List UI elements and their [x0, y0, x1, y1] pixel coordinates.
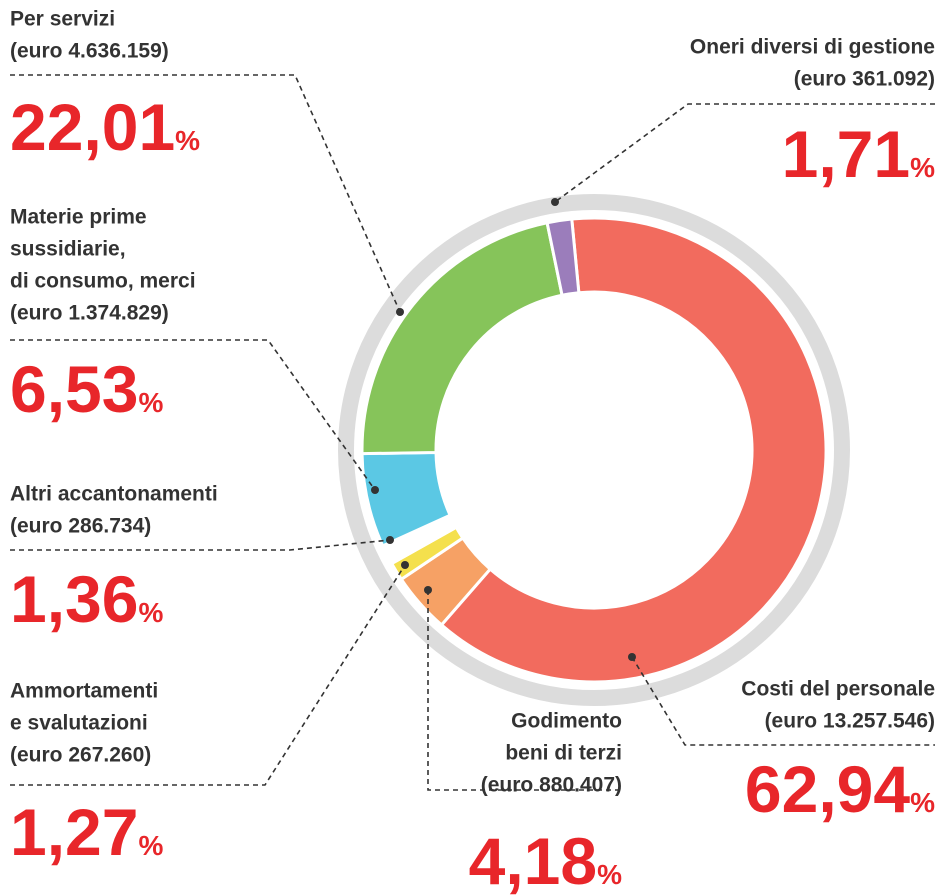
leader-dot — [401, 561, 409, 569]
percent-sign: % — [910, 152, 935, 183]
percent-sign: % — [910, 787, 935, 818]
category-label: beni di terzi — [505, 742, 622, 765]
leader-line — [631, 656, 935, 746]
amount-label: (euro 286.734) — [10, 515, 151, 538]
percent-value: 62,94 — [745, 752, 910, 826]
amount-label: (euro 361.092) — [794, 68, 935, 91]
donut-segment — [545, 217, 581, 298]
category-label: Ammortamenti — [10, 680, 158, 703]
leader-line — [427, 590, 622, 791]
amount-label: (euro 4.636.159) — [10, 40, 169, 63]
percent-sign: % — [175, 125, 200, 156]
percent-value: 4,18 — [469, 824, 597, 896]
percent-sign: % — [138, 387, 163, 418]
leader-line — [10, 539, 391, 551]
percent-label: 62,94% — [745, 752, 935, 826]
percent-sign: % — [597, 859, 622, 890]
category-label: sussidiarie, — [10, 238, 126, 261]
percent-value: 22,01 — [10, 90, 175, 164]
outer-ring — [338, 194, 850, 706]
leader-line — [554, 103, 935, 203]
percent-value: 1,71 — [782, 117, 910, 191]
leader-dot — [551, 198, 559, 206]
leader-dot — [371, 486, 379, 494]
category-label: Materie prime — [10, 206, 147, 229]
category-label: Oneri diversi di gestione — [690, 36, 935, 59]
donut-segment — [360, 221, 564, 456]
amount-label: (euro 1.374.829) — [10, 302, 169, 325]
amount-label: (euro 267.260) — [10, 744, 151, 767]
category-label: di consumo, merci — [10, 270, 196, 293]
leader-line — [10, 564, 406, 786]
amount-label: (euro 13.257.546) — [765, 710, 935, 733]
percent-value: 1,36 — [10, 562, 138, 636]
leader-line — [10, 339, 376, 491]
category-label: Altri accantonamenti — [10, 483, 218, 506]
percent-label: 6,53% — [10, 352, 163, 426]
category-label: Godimento — [511, 710, 622, 733]
category-label: Costi del personale — [741, 678, 935, 701]
percent-value: 6,53 — [10, 352, 138, 426]
leader-dot — [628, 653, 636, 661]
leader-dot — [424, 586, 432, 594]
percent-label: 1,71% — [782, 117, 935, 191]
leader-dot — [396, 308, 404, 316]
category-label: Per servizi — [10, 8, 115, 31]
donut-segment — [439, 216, 828, 684]
percent-value: 1,27 — [10, 795, 138, 869]
percent-label: 4,18% — [469, 824, 622, 896]
percent-label: 22,01% — [10, 90, 200, 164]
percent-label: 1,36% — [10, 562, 163, 636]
leader-line — [10, 74, 401, 313]
amount-label: (euro 880.407) — [481, 774, 622, 797]
percent-sign: % — [138, 597, 163, 628]
leader-dot — [386, 536, 394, 544]
percent-sign: % — [138, 830, 163, 861]
percent-label: 1,27% — [10, 795, 163, 869]
category-label: e svalutazioni — [10, 712, 148, 735]
